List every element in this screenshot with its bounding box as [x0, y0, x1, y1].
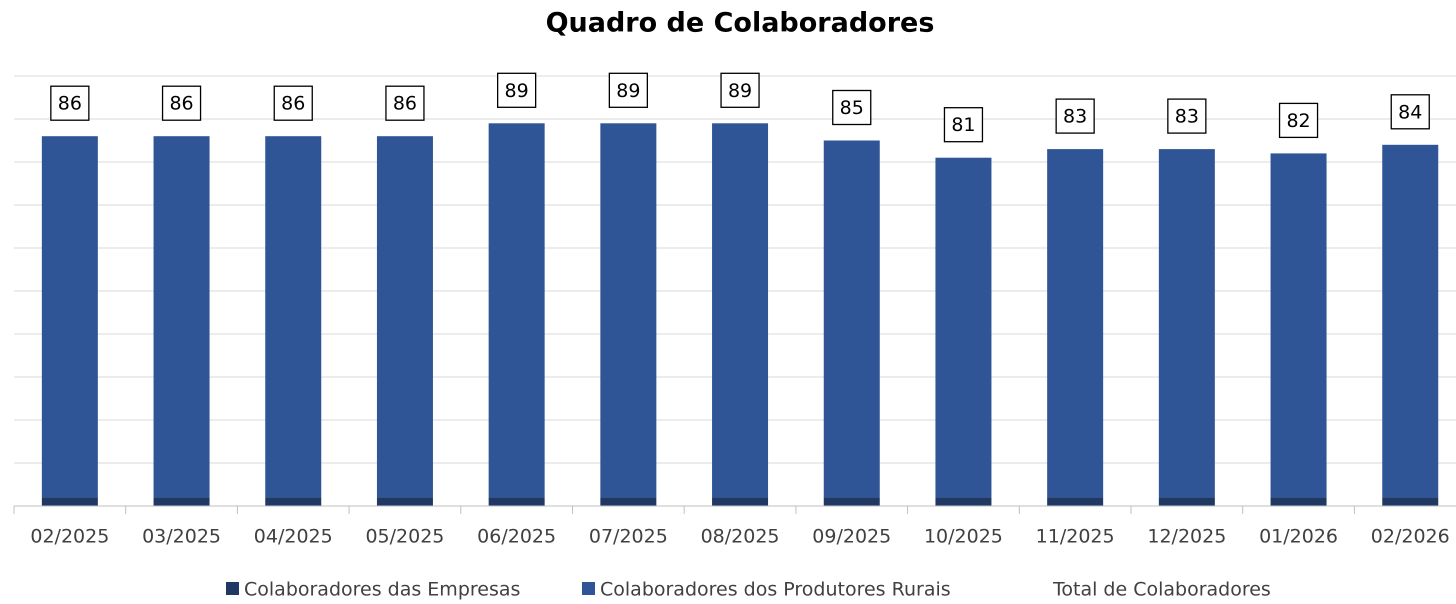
bar-segment: [1158, 149, 1215, 498]
x-tick-label: 03/2025: [142, 526, 221, 548]
data-label: 83: [1063, 106, 1087, 128]
data-label: 83: [1175, 106, 1199, 128]
legend-swatch: [226, 582, 239, 595]
bar-segment: [265, 497, 322, 506]
data-label: 86: [281, 93, 305, 115]
x-tick-label: 07/2025: [589, 526, 668, 548]
x-tick-label: 08/2025: [701, 526, 780, 548]
bar-segment: [1270, 497, 1327, 506]
bar-segment: [935, 497, 992, 506]
legend-label: Total de Colaboradores: [1052, 579, 1271, 601]
data-label-box: [1055, 98, 1095, 134]
data-label-box: [832, 89, 872, 126]
x-tick-label: 02/2025: [30, 526, 109, 548]
x-tick-label: 04/2025: [254, 526, 333, 548]
bar-segment: [935, 157, 992, 498]
bar-segment: [823, 140, 880, 498]
bar-segment: [376, 136, 433, 498]
data-label-box: [1167, 98, 1207, 134]
data-label: 86: [169, 93, 193, 115]
bar-segment: [600, 123, 657, 498]
legend-label: Colaboradores das Empresas: [244, 579, 520, 601]
data-label: 85: [840, 97, 864, 119]
data-label: 84: [1398, 101, 1422, 123]
bar-segment: [1382, 144, 1439, 498]
bar-segment: [376, 497, 433, 506]
data-label: 89: [505, 80, 529, 102]
x-tick-label: 11/2025: [1036, 526, 1115, 548]
data-label-box: [1390, 94, 1430, 130]
data-label-box: [50, 85, 90, 121]
x-tick-label: 12/2025: [1147, 526, 1226, 548]
data-label: 82: [1286, 110, 1310, 132]
x-tick-label: 10/2025: [924, 526, 1003, 548]
bar-segment: [265, 136, 322, 498]
bar-segment: [600, 497, 657, 506]
bar-segment: [1270, 153, 1327, 498]
bar-segment: [712, 497, 769, 506]
data-label-box: [496, 72, 537, 108]
data-label-box: [273, 85, 313, 121]
bar-segment: [153, 136, 210, 498]
data-label: 89: [616, 80, 640, 102]
legend-swatch: [582, 582, 595, 595]
bar-segment: [153, 497, 210, 506]
data-label-box: [161, 85, 202, 121]
data-label-box: [1278, 102, 1319, 139]
x-tick-label: 06/2025: [477, 526, 556, 548]
bar-segment: [1047, 149, 1104, 498]
data-label-box: [720, 72, 760, 108]
x-tick-label: 05/2025: [365, 526, 444, 548]
bar-segment: [1382, 497, 1439, 506]
bar-segment: [712, 123, 769, 498]
data-label-box: [608, 72, 648, 108]
bar-segment: [41, 497, 98, 506]
legend-label: Colaboradores dos Produtores Rurais: [600, 579, 951, 601]
data-label-box: [943, 107, 984, 143]
chart-title: Quadro de Colaboradores: [546, 8, 935, 39]
bar-segment: [1158, 497, 1215, 506]
data-label: 86: [393, 93, 417, 115]
data-label: 81: [951, 114, 975, 136]
bar-segment: [1047, 497, 1104, 506]
x-tick-label: 09/2025: [812, 526, 891, 548]
bar-segment: [488, 497, 545, 506]
x-tick-label: 02/2026: [1371, 526, 1450, 548]
data-label-box: [385, 85, 425, 121]
data-label: 89: [728, 80, 752, 102]
bar-segment: [823, 497, 880, 506]
bar-segment: [41, 136, 98, 498]
data-label: 86: [58, 93, 82, 115]
x-tick-label: 01/2026: [1259, 526, 1338, 548]
bar-segment: [488, 123, 545, 498]
